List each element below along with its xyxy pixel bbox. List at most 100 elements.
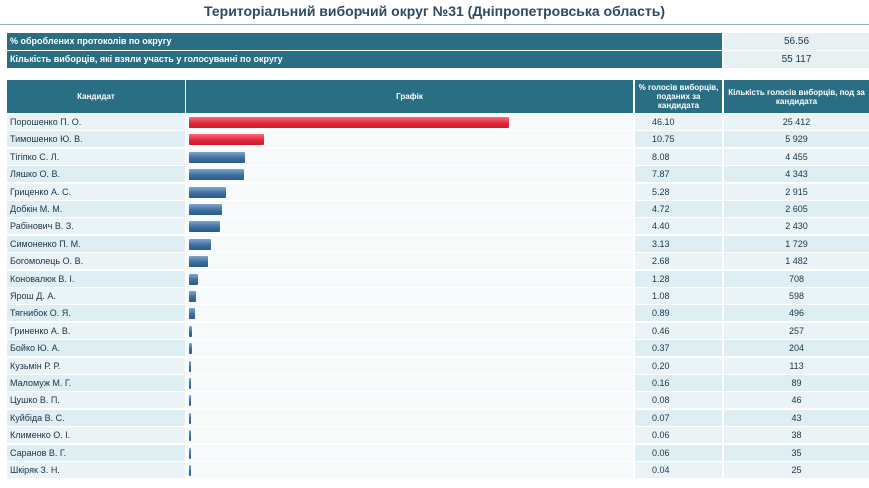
vote-count: 89 bbox=[724, 375, 869, 391]
vote-count: 2 430 bbox=[724, 218, 869, 234]
graph-cell bbox=[186, 288, 633, 304]
candidate-name: Коновалюк В. І. bbox=[7, 271, 185, 287]
vote-count: 38 bbox=[724, 427, 869, 443]
vote-count: 46 bbox=[724, 392, 869, 408]
candidate-name: Гриненко А. В. bbox=[7, 323, 185, 339]
vote-share-bar bbox=[189, 221, 220, 232]
candidate-name: Рабінович В. З. bbox=[7, 218, 185, 234]
graph-cell bbox=[186, 305, 633, 321]
vote-count: 1 729 bbox=[724, 236, 869, 252]
page-title: Територіальний виборчий округ №31 (Дніпр… bbox=[204, 3, 665, 19]
vote-percent: 0.07 bbox=[635, 410, 722, 426]
vote-count: 1 482 bbox=[724, 253, 869, 269]
vote-percent: 0.89 bbox=[635, 305, 722, 321]
summary-value-processed: 56.56 bbox=[724, 33, 869, 50]
table-row: Маломуж М. Г. 0.16 89 bbox=[7, 375, 869, 392]
vote-count: 708 bbox=[724, 271, 869, 287]
vote-count: 2 605 bbox=[724, 201, 869, 217]
table-row: Кузьмін Р. Р. 0.20 113 bbox=[7, 358, 869, 375]
vote-percent: 0.08 bbox=[635, 392, 722, 408]
vote-share-bar bbox=[189, 187, 226, 198]
results-table-header: Кандидат Графік % голосів виборців, пода… bbox=[7, 80, 869, 113]
table-row: Шкіряк З. Н. 0.04 25 bbox=[7, 462, 869, 479]
candidate-name: Гриценко А. С. bbox=[7, 184, 185, 200]
graph-cell bbox=[186, 114, 633, 130]
candidate-name: Тягнибок О. Я. bbox=[7, 305, 185, 321]
candidate-name: Шкіряк З. Н. bbox=[7, 462, 185, 478]
graph-cell bbox=[186, 218, 633, 234]
graph-cell bbox=[186, 323, 633, 339]
table-row: Рабінович В. З. 4.40 2 430 bbox=[7, 218, 869, 235]
candidate-name: Клименко О. І. bbox=[7, 427, 185, 443]
summary-row-turnout: Кількість виборців, які взяли участь у г… bbox=[7, 51, 869, 68]
table-row: Симоненко П. М. 3.13 1 729 bbox=[7, 236, 869, 253]
table-row: Богомолець О. В. 2.68 1 482 bbox=[7, 253, 869, 270]
vote-count: 496 bbox=[724, 305, 869, 321]
candidate-name: Ляшко О. В. bbox=[7, 166, 185, 182]
vote-share-bar bbox=[189, 326, 193, 337]
table-row: Тягнибок О. Я. 0.89 496 bbox=[7, 305, 869, 322]
vote-share-bar bbox=[189, 134, 264, 145]
candidate-name: Маломуж М. Г. bbox=[7, 375, 185, 391]
vote-share-bar bbox=[189, 117, 509, 128]
graph-cell bbox=[186, 149, 633, 165]
graph-cell bbox=[186, 427, 633, 443]
vote-count: 35 bbox=[724, 445, 869, 461]
summary-label-processed: % оброблених протоколів по округу bbox=[7, 33, 722, 50]
table-row: Тимошенко Ю. В. 10.75 5 929 bbox=[7, 131, 869, 148]
vote-share-bar bbox=[189, 204, 222, 215]
vote-count: 598 bbox=[724, 288, 869, 304]
table-row: Порошенко П. О. 46.10 25 412 bbox=[7, 114, 869, 131]
candidate-name: Тігіпко С. Л. bbox=[7, 149, 185, 165]
candidate-name: Бойко Ю. А. bbox=[7, 340, 185, 356]
graph-cell bbox=[186, 358, 633, 374]
vote-share-bar bbox=[189, 343, 192, 354]
header-candidate[interactable]: Кандидат bbox=[7, 80, 185, 113]
vote-percent: 1.28 bbox=[635, 271, 722, 287]
vote-share-bar bbox=[189, 152, 246, 163]
vote-percent: 0.20 bbox=[635, 358, 722, 374]
candidate-name: Порошенко П. О. bbox=[7, 114, 185, 130]
vote-count: 25 bbox=[724, 462, 869, 478]
vote-share-bar bbox=[189, 291, 197, 302]
vote-count: 4 455 bbox=[724, 149, 869, 165]
table-row: Гриценко А. С. 5.28 2 915 bbox=[7, 184, 869, 201]
vote-percent: 0.46 bbox=[635, 323, 722, 339]
header-votes[interactable]: Кількість голосів виборців, под за канди… bbox=[724, 80, 869, 113]
table-row: Куйбіда В. С. 0.07 43 bbox=[7, 410, 869, 427]
table-row: Коновалюк В. І. 1.28 708 bbox=[7, 271, 869, 288]
vote-percent: 0.06 bbox=[635, 445, 722, 461]
table-row: Бойко Ю. А. 0.37 204 bbox=[7, 340, 869, 357]
candidate-name: Богомолець О. В. bbox=[7, 253, 185, 269]
header-percent[interactable]: % голосів виборців, поданих за кандидата bbox=[635, 80, 722, 113]
vote-percent: 3.13 bbox=[635, 236, 722, 252]
vote-count: 2 915 bbox=[724, 184, 869, 200]
table-row: Клименко О. І. 0.06 38 bbox=[7, 427, 869, 444]
summary-label-turnout: Кількість виборців, які взяли участь у г… bbox=[7, 51, 722, 68]
graph-cell bbox=[186, 410, 633, 426]
vote-percent: 4.40 bbox=[635, 218, 722, 234]
vote-count: 257 bbox=[724, 323, 869, 339]
table-row: Тігіпко С. Л. 8.08 4 455 bbox=[7, 149, 869, 166]
vote-share-bar bbox=[189, 448, 191, 459]
candidate-name: Цушко В. П. bbox=[7, 392, 185, 408]
vote-count: 4 343 bbox=[724, 166, 869, 182]
table-row: Ляшко О. В. 7.87 4 343 bbox=[7, 166, 869, 183]
candidate-name: Саранов В. Г. bbox=[7, 445, 185, 461]
vote-count: 25 412 bbox=[724, 114, 869, 130]
vote-share-bar bbox=[189, 239, 211, 250]
table-row: Добкін М. М. 4.72 2 605 bbox=[7, 201, 869, 218]
candidate-name: Тимошенко Ю. В. bbox=[7, 131, 185, 147]
candidate-name: Симоненко П. М. bbox=[7, 236, 185, 252]
graph-cell bbox=[186, 445, 633, 461]
vote-percent: 46.10 bbox=[635, 114, 722, 130]
graph-cell bbox=[186, 375, 633, 391]
vote-percent: 0.06 bbox=[635, 427, 722, 443]
vote-count: 5 929 bbox=[724, 131, 869, 147]
header-graph[interactable]: Графік bbox=[186, 80, 633, 113]
graph-cell bbox=[186, 271, 633, 287]
vote-share-bar bbox=[189, 256, 208, 267]
vote-percent: 2.68 bbox=[635, 253, 722, 269]
vote-count: 204 bbox=[724, 340, 869, 356]
vote-count: 113 bbox=[724, 358, 869, 374]
